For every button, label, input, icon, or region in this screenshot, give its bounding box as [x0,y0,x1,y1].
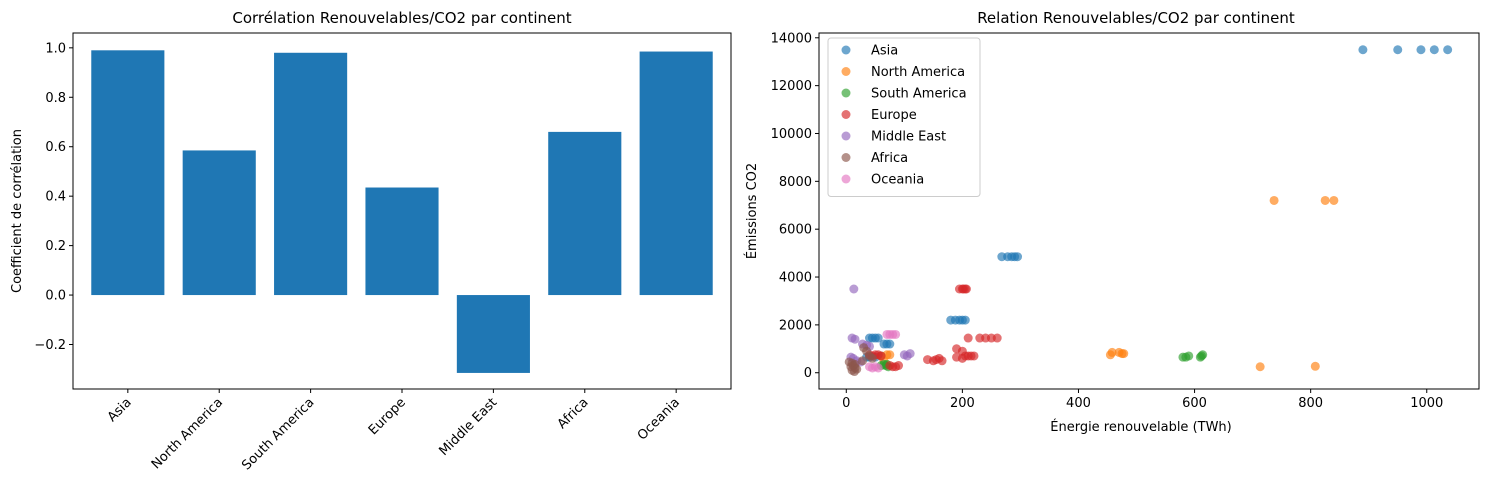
scatter-chart-x-axis-label: Énergie renouvelable (TWh) [1050,419,1232,435]
bar-y-tick-label: 0.4 [45,190,66,205]
scatter-point [1393,45,1403,55]
scatter-point [891,329,901,339]
scatter-points [844,45,1453,377]
bar-europe [365,187,439,296]
legend-marker [841,174,851,184]
scatter-point [960,315,970,325]
scatter-point [849,367,859,377]
scatter-y-ticks: 0 2000 4000 6000 8000 10000 12000 14000 [771,31,819,381]
bar-north-america [182,150,256,296]
legend-label: Oceania [871,173,924,188]
scatter-point [894,361,904,371]
scatter-chart-y-axis-label: Émissions CO2 [744,163,760,259]
scatter-point [969,351,979,361]
scatter-x-tick-label: 400 [1066,396,1091,411]
bar-y-tick-label: 0.6 [45,140,66,155]
bar-chart-title: Corrélation Renouvelables/CO2 par contin… [232,9,571,27]
scatter-point [1119,349,1129,359]
scatter-x-tick-label: 200 [950,396,975,411]
scatter-point [957,353,967,363]
bar-y-tick-label: 0.0 [45,289,66,304]
legend-marker [841,131,851,141]
legend-label: Europe [871,108,917,123]
bar-africa [548,131,622,296]
scatter-point [849,284,859,294]
scatter-plot-frame [818,32,1480,390]
legend-label: South America [871,87,967,102]
scatter-point [885,350,895,360]
legend-label: Asia [871,44,898,59]
bar-y-tick-label: 0.8 [45,91,66,106]
legend-marker [841,67,851,76]
scatter-point [867,353,877,363]
scatter-y-tick-label: 14000 [771,31,812,46]
scatter-point [1310,361,1320,371]
scatter-y-tick-label: 6000 [779,223,812,238]
scatter-point [873,363,883,373]
series-middle-east [846,284,915,367]
bar-chart: Corrélation Renouvelables/CO2 par contin… [10,9,732,473]
scatter-point [1269,195,1279,205]
legend-label: Africa [871,151,908,166]
scatter-y-tick-label: 4000 [779,271,812,286]
scatter-point [1329,195,1339,205]
scatter-y-tick-label: 8000 [779,175,812,190]
bar-chart-y-axis-label: Coefficient de corrélation [10,129,25,293]
scatter-point [1255,362,1265,372]
scatter-legend: Asia North America South America Europe Midd… [827,37,981,197]
scatter-point [1184,351,1194,361]
scatter-point [885,339,895,349]
series-oceania [865,329,901,373]
legend-marker [841,45,851,55]
bar-y-tick-label: 0.2 [45,239,66,254]
scatter-y-tick-label: 0 [804,366,812,381]
bar-asia [91,50,165,296]
scatter-point [873,333,883,343]
bar-marks [91,50,713,373]
scatter-point [961,284,971,294]
scatter-point [1107,347,1117,357]
bar-middle-east [456,295,530,373]
bar-south-america [274,52,348,296]
bar-y-tick-label: 1.0 [45,41,66,56]
bar-y-tick-label: −0.2 [34,338,66,353]
scatter-y-tick-label: 10000 [771,127,812,142]
scatter-y-tick-label: 12000 [771,79,812,94]
scatter-x-ticks: 0 200 400 600 800 1000 [842,389,1443,411]
legend-box [827,37,981,197]
scatter-point [858,356,868,366]
scatter-point [963,333,973,343]
scatter-x-tick-label: 0 [842,396,850,411]
scatter-point [876,351,886,361]
legend-label: North America [871,65,965,80]
bar-oceania [639,51,713,296]
scatter-point [1013,252,1023,262]
scatter-point [1358,45,1368,55]
scatter-point [1198,350,1208,360]
scatter-point [1320,195,1330,205]
scatter-y-tick-label: 2000 [779,318,812,333]
scatter-point [937,356,947,366]
scatter-x-tick-label: 600 [1182,396,1207,411]
scatter-point [1443,45,1453,55]
series-africa [844,343,877,377]
legend-marker [841,153,851,162]
bar-y-ticks: −0.2 0.0 0.2 0.4 0.6 0.8 1.0 [34,41,73,353]
scatter-point [1416,45,1426,55]
scatter-point [1429,45,1439,55]
scatter-point [992,333,1002,343]
legend-marker [841,110,851,119]
scatter-chart-title: Relation Renouvelables/CO2 par continent [977,9,1295,27]
scatter-point [905,349,915,359]
scatter-x-tick-label: 1000 [1410,396,1443,411]
bar-plot-frame [72,32,732,390]
legend-marker [841,88,851,98]
scatter-point [850,334,860,344]
scatter-x-tick-label: 800 [1298,396,1323,411]
scatter-chart: Relation Renouvelables/CO2 par continent… [744,9,1480,435]
legend-label: Middle East [871,130,946,145]
